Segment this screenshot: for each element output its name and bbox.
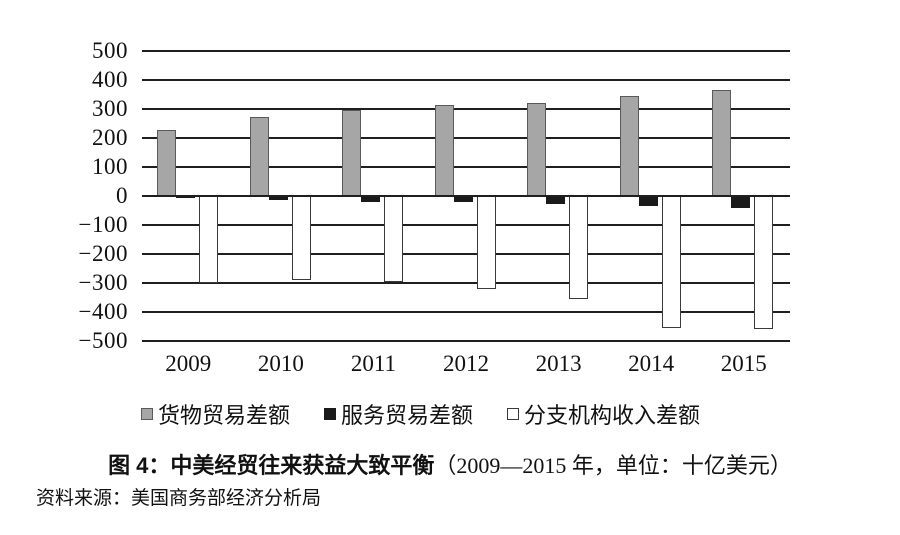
- legend-marker: [507, 408, 520, 420]
- legend-label: 货物贸易差额: [158, 403, 291, 428]
- y-tick-label: −300: [78, 270, 128, 295]
- y-gridline: [142, 311, 790, 313]
- legend-item: 服务贸易差额: [324, 398, 473, 430]
- y-tick-label: 300: [92, 96, 128, 121]
- bar: [249, 116, 269, 196]
- y-gridline: [142, 166, 790, 168]
- legend-marker: [141, 408, 153, 420]
- y-tick-label: −500: [78, 328, 128, 353]
- bar: [527, 103, 547, 196]
- source-note: 资料来源：美国商务部经济分析局: [36, 488, 322, 509]
- x-tick-label: 2009: [165, 351, 212, 376]
- x-tick-label: 2015: [720, 351, 767, 376]
- x-tick-label: 2013: [535, 351, 582, 376]
- y-gridline: [142, 339, 790, 343]
- y-gridline: [142, 137, 790, 139]
- x-tick-label: 2014: [628, 351, 675, 376]
- bar: [754, 196, 774, 330]
- legend-label: 分支机构收入差额: [524, 403, 701, 428]
- x-axis-zero-line: [142, 194, 790, 198]
- bar: [619, 95, 639, 196]
- y-gridline: [142, 282, 790, 284]
- y-gridline: [142, 50, 790, 52]
- bar: [569, 196, 589, 299]
- figure-title-main: 图 4：中美经贸往来获益大致平衡: [108, 453, 435, 478]
- y-tick-label: −100: [78, 212, 128, 237]
- y-gridline: [142, 253, 790, 255]
- bar: [384, 196, 404, 282]
- legend-item: 分支机构收入差额: [507, 398, 700, 430]
- legend-label: 服务贸易差额: [341, 403, 474, 428]
- y-gridline: [142, 108, 790, 110]
- y-tick-label: 100: [92, 154, 128, 179]
- legend-item: 货物贸易差额: [141, 398, 290, 430]
- y-tick-label: 200: [92, 125, 128, 150]
- x-tick-label: 2012: [442, 351, 489, 376]
- x-tick-label: 2011: [350, 351, 396, 376]
- figure-title: 图 4：中美经贸往来获益大致平衡（2009—2015 年，单位：十亿美元）: [0, 451, 900, 481]
- legend: 货物贸易差额 服务贸易差额 分支机构收入差额: [141, 398, 700, 430]
- bar: [434, 104, 454, 196]
- y-tick-label: 400: [92, 67, 128, 92]
- bar: [291, 196, 311, 281]
- bar: [731, 196, 751, 208]
- bar: [342, 110, 362, 196]
- bar: [638, 196, 658, 207]
- legend-marker: [324, 408, 337, 420]
- y-gridline: [142, 224, 790, 226]
- y-tick-label: −200: [78, 241, 128, 266]
- y-tick-label: −400: [78, 299, 128, 324]
- bar: [157, 130, 176, 196]
- x-tick-label: 2010: [257, 351, 304, 376]
- bar: [476, 196, 496, 289]
- bar: [199, 196, 218, 283]
- y-tick-label: 0: [116, 183, 128, 208]
- bar: [661, 196, 681, 328]
- figure-title-subtitle: （2009—2015 年，单位：十亿美元）: [434, 453, 792, 478]
- y-gridline: [142, 79, 790, 81]
- y-tick-label: 500: [92, 38, 128, 63]
- bar: [712, 89, 732, 196]
